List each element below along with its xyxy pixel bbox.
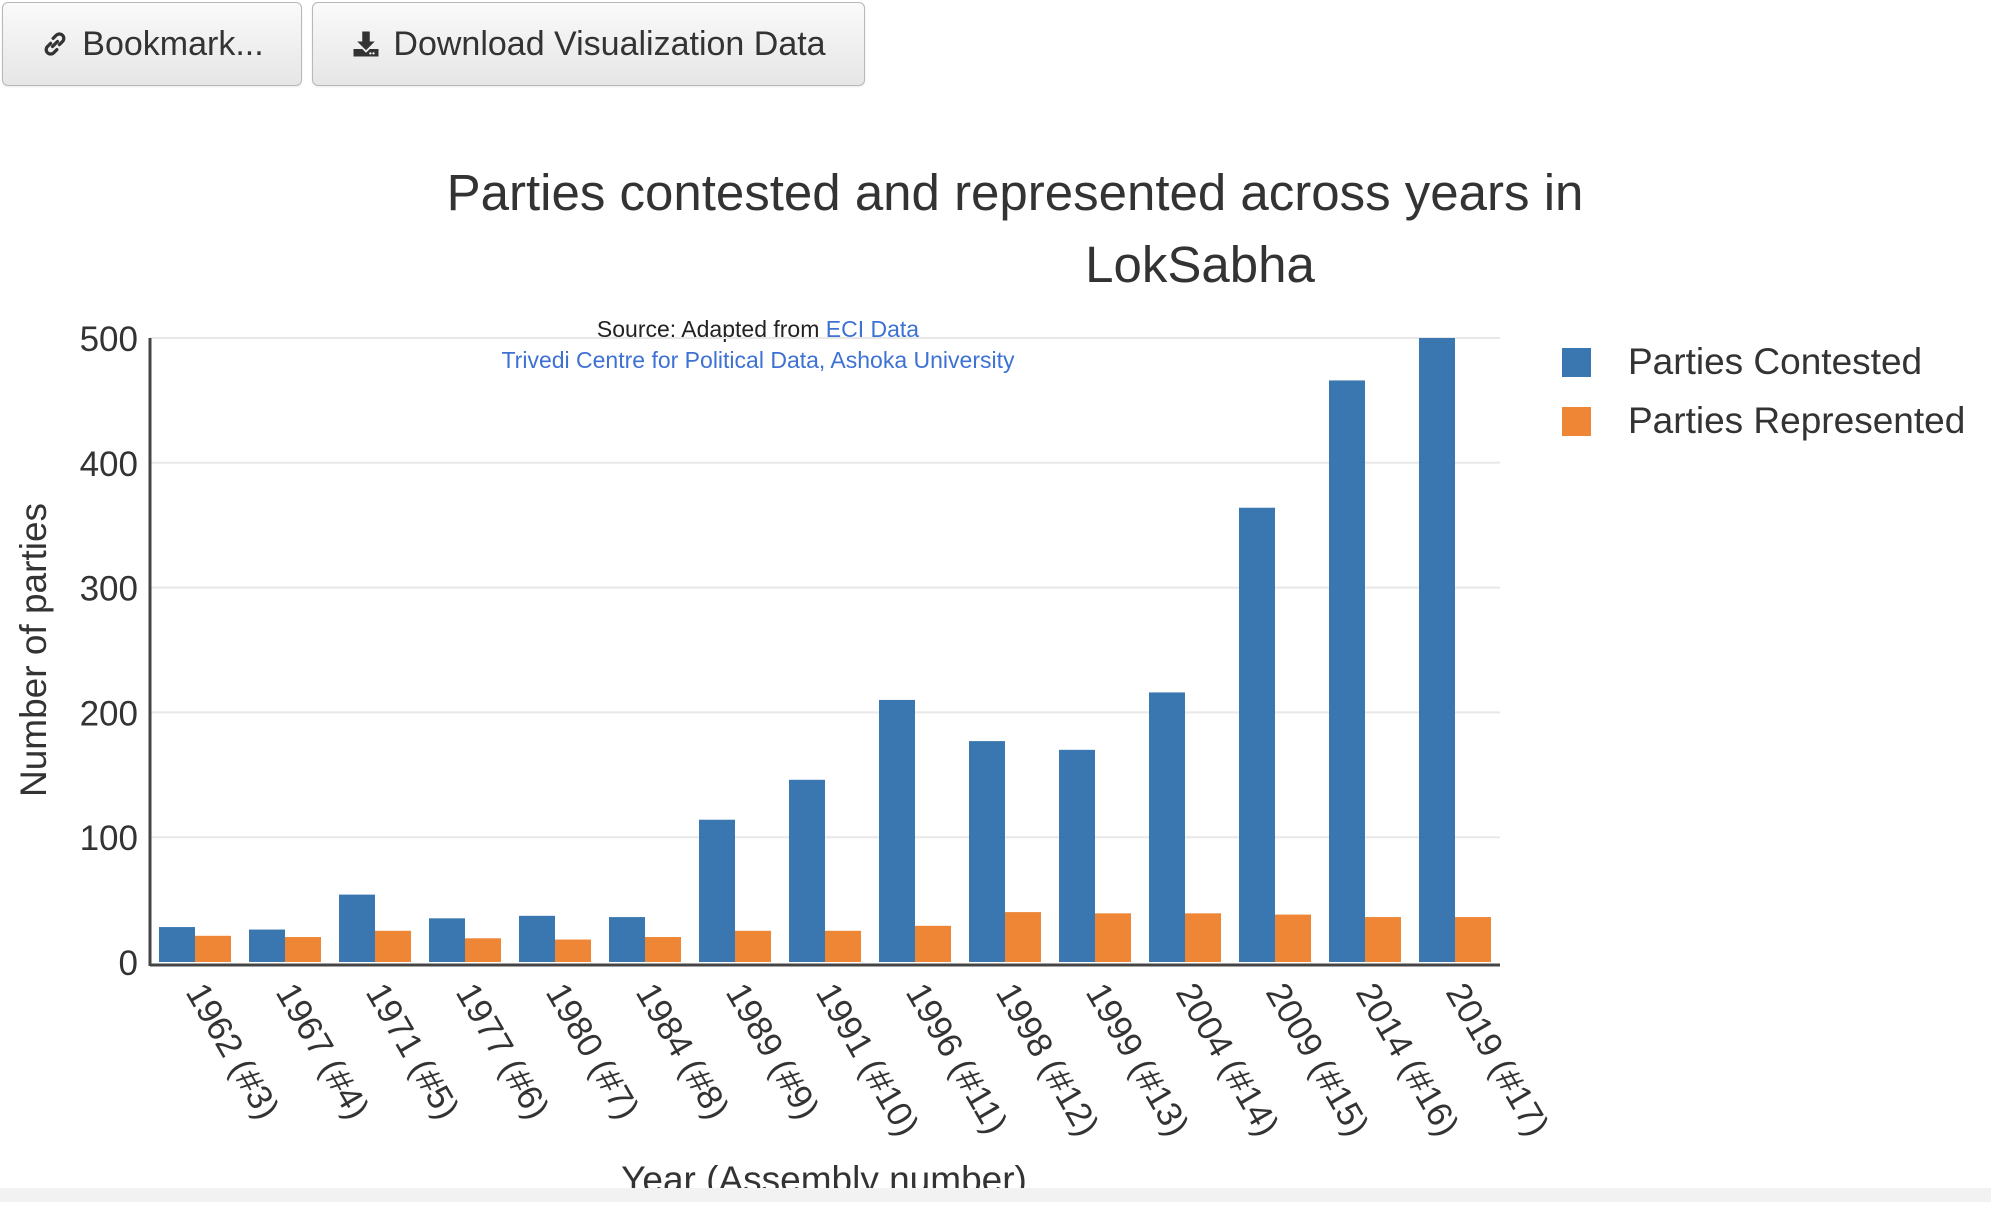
y-tick-label: 400 bbox=[80, 445, 138, 484]
chart-credit-link[interactable]: Trivedi Centre for Political Data, Ashok… bbox=[501, 347, 1015, 373]
y-tick-label: 500 bbox=[80, 320, 138, 359]
gridlines bbox=[150, 337, 1500, 839]
bars bbox=[159, 338, 1491, 962]
bookmark-label: Bookmark... bbox=[82, 24, 264, 63]
bar-represented bbox=[1005, 912, 1041, 962]
bar-represented bbox=[1185, 913, 1221, 962]
chart-title-line-2: LokSabha bbox=[1085, 236, 1315, 293]
legend-item: Parties Contested bbox=[1562, 341, 1922, 382]
legend-label: Parties Represented bbox=[1628, 400, 1965, 441]
download-label: Download Visualization Data bbox=[393, 24, 826, 63]
bar-contested bbox=[699, 819, 735, 962]
download-button[interactable]: Download Visualization Data bbox=[312, 2, 865, 86]
legend-item: Parties Represented bbox=[1562, 400, 1965, 441]
bottom-strip bbox=[0, 1188, 1991, 1202]
bar-represented bbox=[735, 930, 771, 962]
bar-contested bbox=[969, 741, 1005, 962]
bar-represented bbox=[1455, 917, 1491, 962]
bar-contested bbox=[1419, 338, 1455, 962]
bar-contested bbox=[1239, 507, 1275, 962]
legend-swatch bbox=[1562, 407, 1591, 436]
bar-represented bbox=[915, 925, 951, 962]
bar-contested bbox=[879, 699, 915, 962]
y-tick-label: 100 bbox=[80, 819, 138, 858]
axes bbox=[148, 338, 1500, 967]
bar-represented bbox=[1365, 917, 1401, 962]
bar-represented bbox=[1275, 914, 1311, 962]
bar-contested bbox=[609, 917, 645, 962]
bar-represented bbox=[645, 937, 681, 962]
bar-contested bbox=[1149, 692, 1185, 962]
chart-title: Parties contested and represented across… bbox=[447, 164, 1584, 221]
bar-contested bbox=[159, 927, 195, 962]
y-tick-label: 0 bbox=[119, 944, 138, 983]
y-tick-labels: 0 100 200 300 400 500 bbox=[80, 320, 138, 983]
bar-represented bbox=[1095, 913, 1131, 962]
y-tick-label: 200 bbox=[80, 694, 138, 733]
bar-contested bbox=[789, 779, 825, 962]
bar-represented bbox=[375, 930, 411, 962]
bar-contested bbox=[429, 918, 465, 962]
y-tick-label: 300 bbox=[80, 570, 138, 609]
bar-contested bbox=[1329, 380, 1365, 962]
bar-contested bbox=[339, 894, 375, 962]
x-tick-labels: 1962 (#3)1967 (#4)1971 (#5)1977 (#6)1980… bbox=[178, 977, 1556, 1143]
download-icon bbox=[351, 29, 381, 59]
bookmark-button[interactable]: Bookmark... bbox=[2, 2, 302, 86]
link-icon bbox=[40, 29, 70, 59]
bar-represented bbox=[285, 937, 321, 962]
bar-contested bbox=[519, 915, 555, 962]
bar-represented bbox=[465, 938, 501, 962]
bar-represented bbox=[555, 939, 591, 962]
bar-represented bbox=[825, 930, 861, 962]
y-axis-label: Number of parties bbox=[13, 503, 54, 797]
bar-contested bbox=[1059, 749, 1095, 962]
legend: Parties Contested Parties Represented bbox=[1562, 341, 1965, 441]
legend-label: Parties Contested bbox=[1628, 341, 1922, 382]
bar-contested bbox=[249, 929, 285, 962]
bar-represented bbox=[195, 935, 231, 962]
legend-swatch bbox=[1562, 348, 1591, 377]
